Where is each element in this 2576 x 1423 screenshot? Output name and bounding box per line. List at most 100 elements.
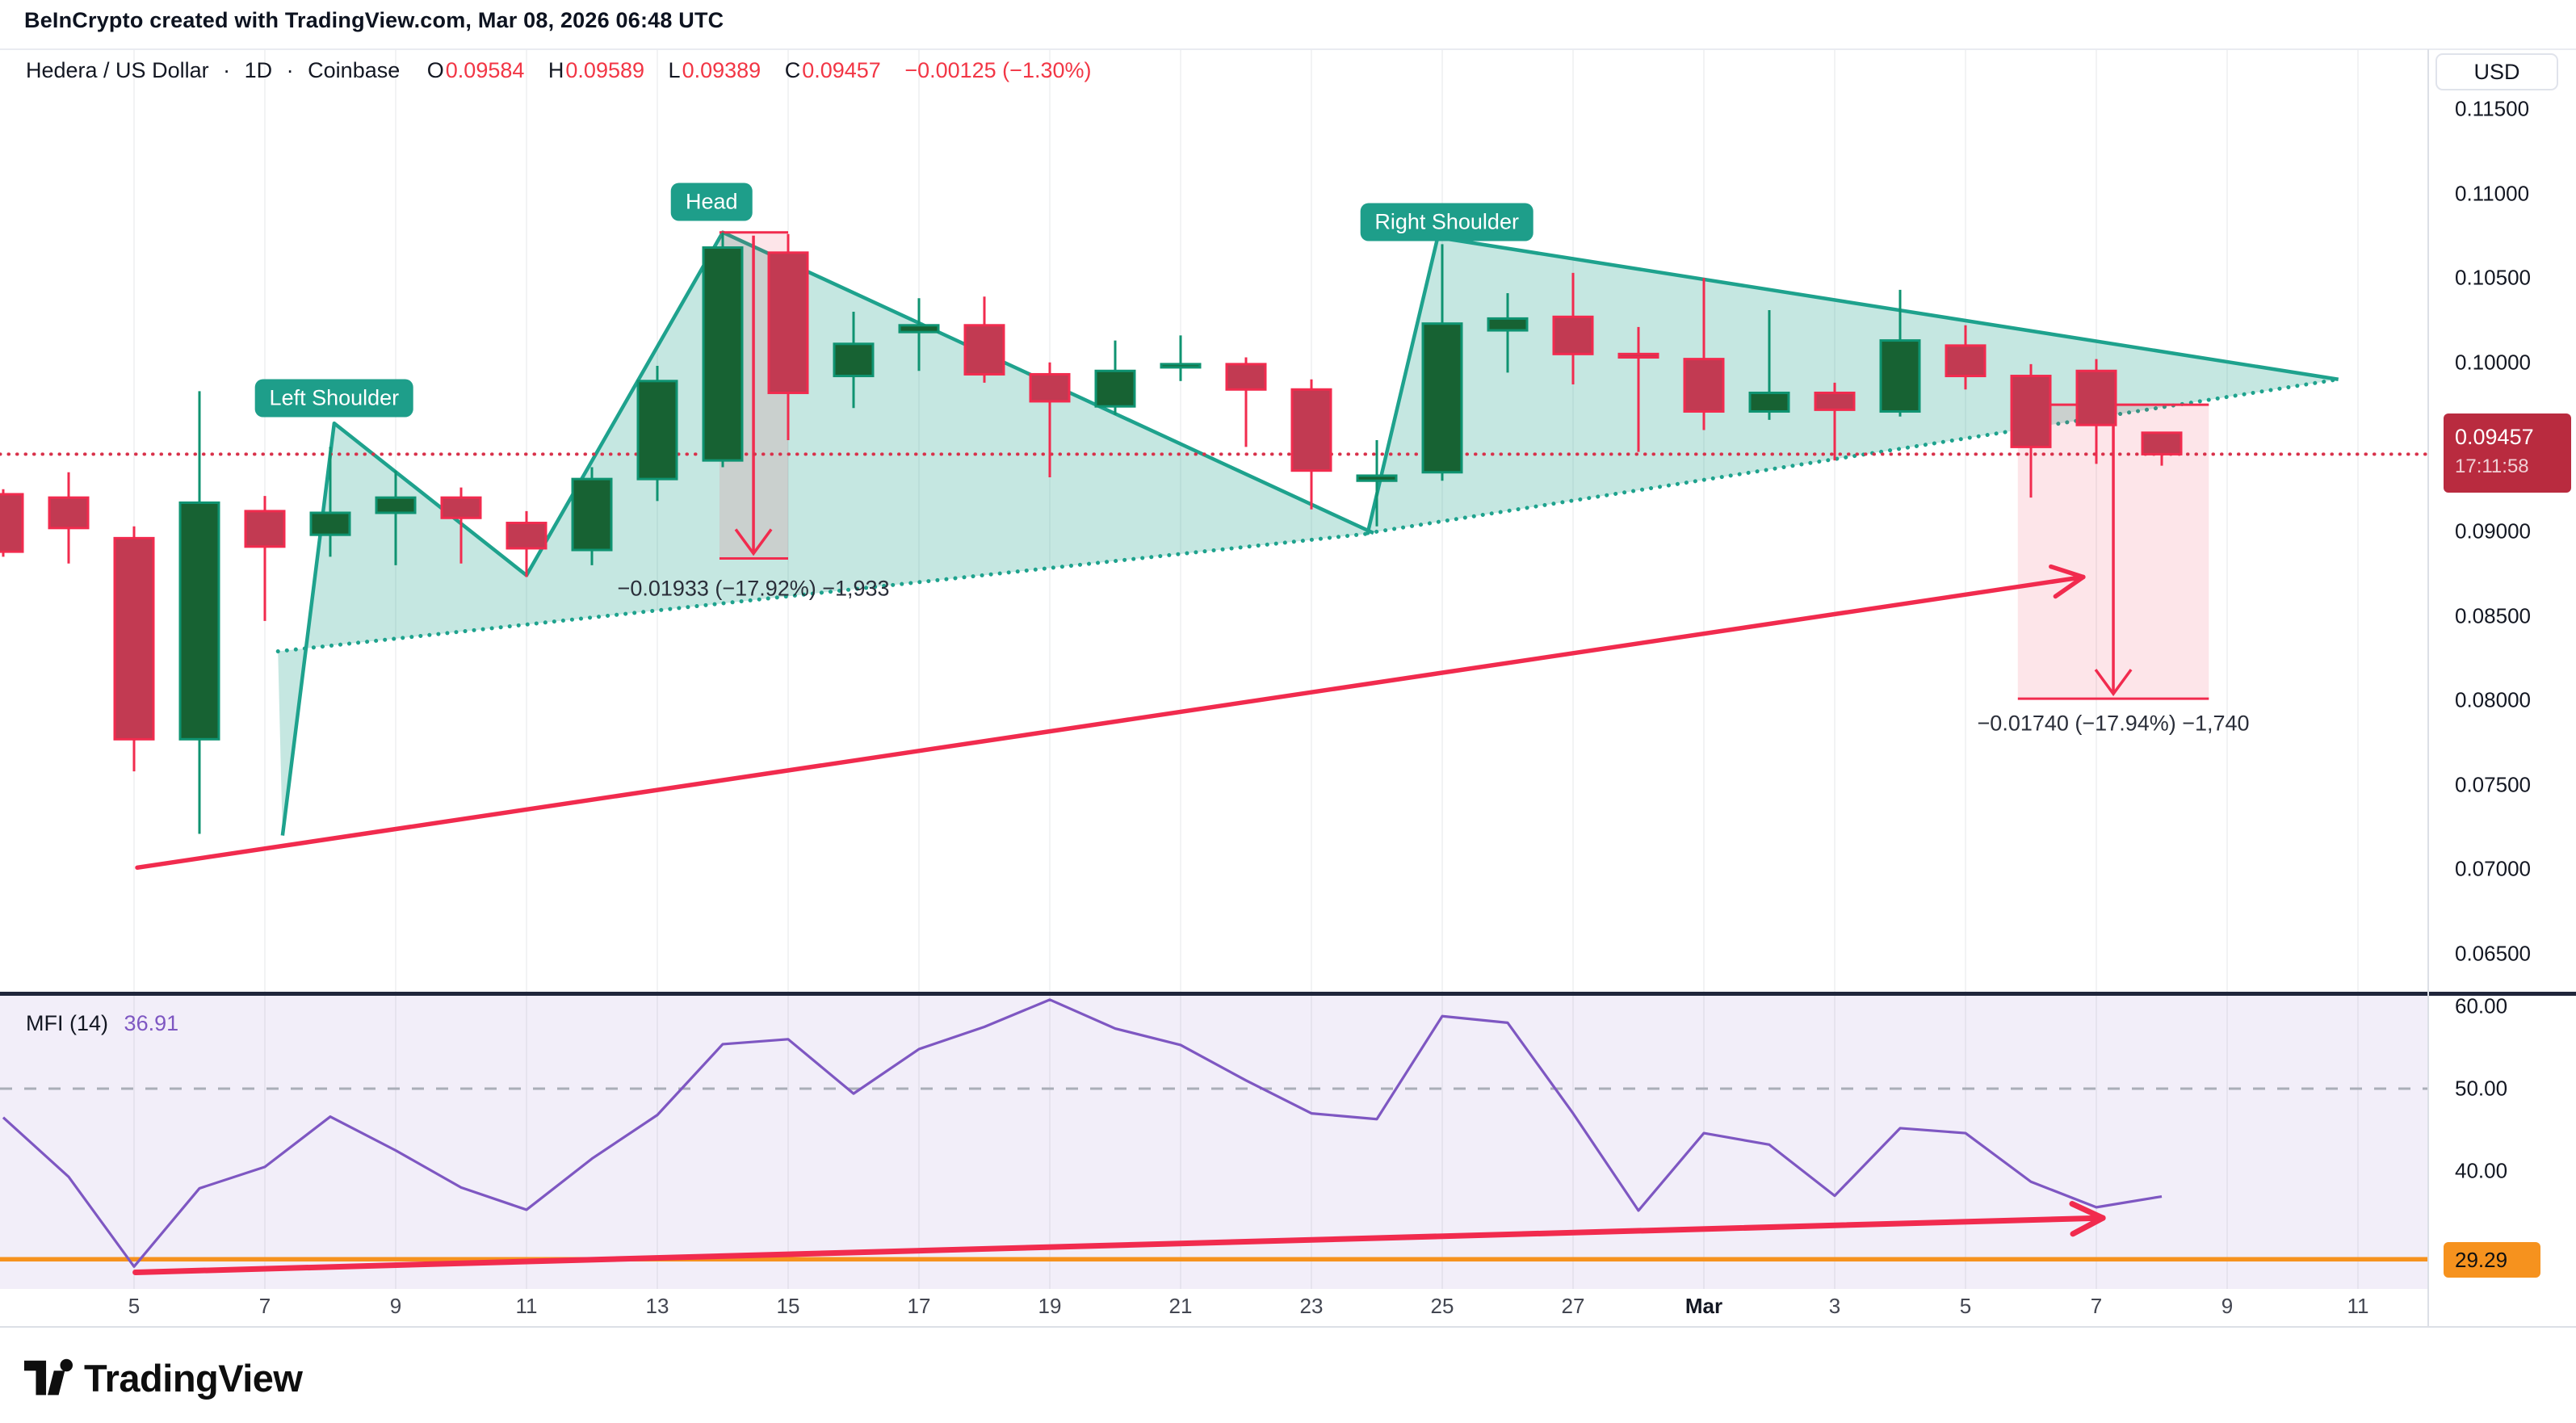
- mfi-tick: 50.00: [2455, 1076, 2508, 1101]
- change-value: −0.00125 (−1.30%): [904, 58, 1092, 82]
- candle-mar-6[interactable]: [2010, 363, 2052, 498]
- price-tick: 0.08500: [2455, 603, 2531, 628]
- candle-body: [898, 324, 940, 334]
- candle-feb-16[interactable]: [833, 312, 875, 409]
- candle-mar-3[interactable]: [1814, 382, 1856, 461]
- candle-feb-24[interactable]: [1356, 440, 1398, 527]
- candle-feb-3[interactable]: [0, 489, 24, 557]
- price-tick: 0.07500: [2455, 772, 2531, 797]
- pattern-label-right-shoulder[interactable]: Right Shoulder: [1360, 203, 1533, 241]
- indicator-value: 36.91: [124, 1011, 179, 1035]
- candle-body: [1487, 317, 1529, 332]
- candle-feb-23[interactable]: [1290, 379, 1332, 510]
- date-tick: 23: [1299, 1294, 1324, 1318]
- candle-feb-11[interactable]: [506, 510, 548, 577]
- candle-feb-20[interactable]: [1094, 340, 1136, 415]
- pane-divider[interactable]: [0, 992, 2576, 996]
- measure-label-breakdown-target: −0.01740 (−17.94%) −1,740: [1977, 711, 2250, 736]
- candle-feb-5[interactable]: [113, 526, 155, 772]
- candle-mar-8[interactable]: [2141, 431, 2183, 466]
- mfi-trendline-arrow-head: [2070, 1215, 2106, 1237]
- date-tick: 3: [1828, 1294, 1841, 1318]
- date-tick: 7: [258, 1294, 271, 1318]
- candle-mar-4[interactable]: [1879, 289, 1921, 417]
- candle-feb-13[interactable]: [636, 365, 678, 502]
- mfi-tick: 40.00: [2455, 1158, 2508, 1183]
- tradingview-wordmark: TradingView: [84, 1356, 303, 1400]
- candle-body: [1029, 372, 1071, 403]
- candle-mar-5[interactable]: [1945, 325, 1987, 390]
- price-tick: 0.09000: [2455, 518, 2531, 544]
- pattern-label-head[interactable]: Head: [670, 183, 753, 221]
- candle-body: [0, 493, 24, 553]
- candle-feb-10[interactable]: [440, 487, 482, 564]
- candle-feb-28[interactable]: [1617, 326, 1659, 452]
- candle-feb-26[interactable]: [1487, 293, 1529, 373]
- symbol-info-bar: Hedera / US Dollar · 1D · Coinbase O0.09…: [26, 58, 1100, 83]
- last-price-label: 0.09457 17:11:58: [2444, 413, 2571, 493]
- candle-feb-27[interactable]: [1552, 272, 1594, 384]
- date-tick: 27: [1561, 1294, 1585, 1318]
- date-tick: 11: [515, 1294, 538, 1318]
- candle-feb-9[interactable]: [375, 470, 417, 565]
- candle-body: [2141, 431, 2183, 455]
- candle-feb-8[interactable]: [309, 447, 351, 557]
- candle-feb-14[interactable]: [702, 232, 744, 468]
- open-label: O: [426, 58, 444, 82]
- candle-body: [1552, 315, 1594, 355]
- measure-label-head-drop: −0.01933 (−17.92%) −1,933: [617, 576, 890, 601]
- price-tick: 0.10500: [2455, 265, 2531, 290]
- price-trendline-arrow[interactable]: [135, 574, 2086, 871]
- candle-feb-12[interactable]: [571, 467, 613, 565]
- date-tick: 7: [2090, 1294, 2103, 1318]
- interval-label[interactable]: 1D: [244, 58, 273, 82]
- candle-feb-25[interactable]: [1421, 244, 1463, 481]
- price-tick: 0.08000: [2455, 687, 2531, 712]
- candle-feb-21[interactable]: [1160, 335, 1202, 381]
- pattern-label-left-shoulder[interactable]: Left Shoulder: [254, 379, 414, 418]
- indicator-legend[interactable]: MFI (14) 36.91: [26, 1011, 178, 1036]
- candle-feb-22[interactable]: [1225, 357, 1267, 447]
- candle-feb-17[interactable]: [898, 298, 940, 371]
- right-shoulder-wedge-fill[interactable]: [1367, 237, 2339, 534]
- date-tick: 5: [1959, 1294, 1972, 1318]
- price-trendline-arrow-head: [2053, 574, 2086, 599]
- candle-body: [702, 246, 744, 462]
- date-tick: 21: [1168, 1294, 1193, 1318]
- candle-body: [1225, 363, 1267, 391]
- candle-body: [244, 510, 286, 548]
- candle-body: [375, 496, 417, 514]
- candle-feb-18[interactable]: [963, 296, 1005, 383]
- bar-countdown: 17:11:58: [2455, 455, 2529, 478]
- currency-toggle-button[interactable]: USD: [2435, 53, 2558, 90]
- separator-dot: ·: [223, 58, 231, 82]
- candle-body: [1290, 388, 1332, 472]
- separator-dot: ·: [286, 58, 294, 82]
- candle-mar-1[interactable]: [1683, 278, 1725, 430]
- close-value: 0.09457: [802, 58, 881, 82]
- candle-feb-4[interactable]: [48, 472, 90, 564]
- candle-mar-2[interactable]: [1748, 309, 1790, 420]
- candle-mar-7[interactable]: [2075, 359, 2117, 464]
- candle-feb-19[interactable]: [1029, 362, 1071, 478]
- tradingview-logo[interactable]: TradingView: [23, 1355, 303, 1400]
- price-tick: 0.11000: [2455, 181, 2530, 206]
- date-tick: 15: [776, 1294, 800, 1318]
- mfi-line[interactable]: [2, 998, 2163, 1268]
- candle-body: [833, 342, 875, 378]
- candle-body: [963, 324, 1005, 376]
- right-shoulder-wedge-neckline-dotted[interactable]: [1366, 377, 2341, 535]
- candle-feb-7[interactable]: [244, 496, 286, 621]
- high-label: H: [548, 58, 564, 82]
- candle-feb-15[interactable]: [767, 233, 809, 441]
- head-and-shoulders-left-fill[interactable]: [278, 232, 1374, 836]
- candle-feb-6[interactable]: [178, 391, 220, 834]
- candle-body: [440, 496, 482, 519]
- mfi-trendline-arrow[interactable]: [132, 1215, 2106, 1275]
- price-tick: 0.11500: [2455, 96, 2530, 121]
- open-value: 0.09584: [445, 58, 525, 82]
- symbol-name[interactable]: Hedera / US Dollar: [26, 58, 209, 82]
- date-tick: 17: [907, 1294, 931, 1318]
- candle-body: [113, 536, 155, 741]
